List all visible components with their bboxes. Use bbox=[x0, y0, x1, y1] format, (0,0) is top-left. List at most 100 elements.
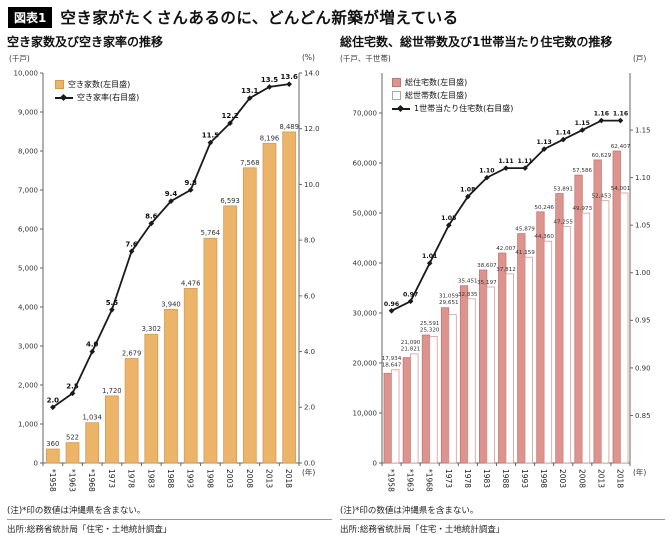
svg-text:42,007: 42,007 bbox=[496, 246, 516, 252]
svg-text:6,000: 6,000 bbox=[18, 225, 38, 233]
svg-text:70,000: 70,000 bbox=[353, 109, 378, 117]
svg-text:29,651: 29,651 bbox=[439, 300, 459, 306]
svg-text:13.6: 13.6 bbox=[281, 73, 298, 81]
svg-text:44,360: 44,360 bbox=[534, 234, 554, 240]
vacant-chart-canvas: 0 1,000 2,000 3,000 4,000 5,000 6,000 7,000 8,00… bbox=[14, 69, 320, 492]
svg-text:*1963: *1963 bbox=[406, 469, 415, 492]
vacant-x-axis-unit: (年) bbox=[302, 468, 316, 477]
vacant-chart-legend: 空き家数(左目盛) 空き家率(右目盛) bbox=[55, 79, 139, 105]
svg-text:35,197: 35,197 bbox=[477, 280, 497, 286]
svg-text:10,000: 10,000 bbox=[14, 69, 39, 77]
svg-text:0.90: 0.90 bbox=[635, 364, 651, 372]
bar-labels-total-dwellings: 17,934 21,090 25,591 31,059 35,451 38,607 42,0… bbox=[382, 144, 631, 362]
svg-text:7,000: 7,000 bbox=[18, 186, 38, 194]
svg-text:9.4: 9.4 bbox=[165, 190, 178, 198]
svg-text:*1968: *1968 bbox=[87, 469, 96, 492]
svg-text:25,591: 25,591 bbox=[420, 321, 440, 327]
svg-text:57,586: 57,586 bbox=[573, 168, 593, 174]
svg-text:0.0: 0.0 bbox=[304, 459, 315, 467]
legend-label-total-households: 総世帯数(左目盛) bbox=[405, 91, 468, 100]
legend-label-total-dwellings: 総住宅数(左目盛) bbox=[405, 78, 468, 87]
svg-text:1,034: 1,034 bbox=[82, 414, 101, 422]
page-title: 空き家がたくさんあるのに、どんどん新築が増えている bbox=[60, 9, 459, 27]
vacant-right-axis-unit: (%) bbox=[302, 53, 315, 62]
svg-text:10,000: 10,000 bbox=[353, 409, 378, 417]
bars-total-dwellings bbox=[383, 150, 621, 464]
svg-text:1.11: 1.11 bbox=[498, 158, 513, 165]
charts-container: 空き家数及び空き家率の推移 (千戸) (%) (年) 0 1,000 2,000 3,… bbox=[0, 31, 670, 535]
svg-text:53,891: 53,891 bbox=[553, 187, 573, 193]
housing-chart-legend: 総住宅数(左目盛) 総世帯数(左目盛) 1世帯当たり住宅数(右目盛) bbox=[392, 77, 513, 116]
svg-text:1.10: 1.10 bbox=[635, 174, 651, 182]
svg-text:9,000: 9,000 bbox=[18, 108, 38, 116]
svg-text:0.96: 0.96 bbox=[384, 301, 399, 308]
svg-text:2,000: 2,000 bbox=[18, 381, 38, 389]
svg-text:50,246: 50,246 bbox=[534, 205, 554, 211]
svg-text:1993: 1993 bbox=[520, 469, 529, 488]
svg-text:1.14: 1.14 bbox=[556, 130, 572, 137]
svg-text:1993: 1993 bbox=[186, 469, 195, 488]
figure-badge: 図表1 bbox=[8, 6, 53, 28]
svg-text:3,302: 3,302 bbox=[142, 325, 161, 333]
svg-text:2.0: 2.0 bbox=[47, 396, 60, 404]
vacant-left-axis-unit: (千戸) bbox=[9, 54, 30, 63]
svg-text:40,000: 40,000 bbox=[353, 259, 378, 267]
x-axis-ticks bbox=[381, 463, 631, 466]
svg-text:21,090: 21,090 bbox=[401, 340, 421, 346]
legend-item-vacant-count: 空き家数(左目盛) bbox=[55, 79, 139, 90]
svg-text:1.05: 1.05 bbox=[635, 222, 651, 230]
legend-item-total-households: 総世帯数(左目盛) bbox=[392, 90, 513, 101]
svg-text:54,001: 54,001 bbox=[611, 186, 631, 192]
svg-text:31,059: 31,059 bbox=[439, 294, 459, 300]
svg-text:1.01: 1.01 bbox=[422, 253, 437, 260]
housing-chart-canvas: 0 10,000 20,000 30,000 40,000 50,000 60,000 70,… bbox=[353, 73, 651, 492]
svg-text:37,812: 37,812 bbox=[496, 267, 516, 273]
svg-text:7.6: 7.6 bbox=[125, 240, 138, 248]
svg-text:2013: 2013 bbox=[596, 469, 605, 488]
svg-text:1.15: 1.15 bbox=[575, 120, 590, 127]
trend-labels: 0.960.971.011.051.081.101.11 1.111.131.14… bbox=[384, 111, 628, 308]
x-axis-ticks bbox=[42, 463, 300, 466]
x-axis-labels: *1958 *1963 *1968 1973 1978 1983 1988 1993 1998 2… bbox=[387, 469, 625, 492]
svg-text:2018: 2018 bbox=[616, 469, 625, 488]
svg-text:14.0: 14.0 bbox=[304, 69, 320, 77]
svg-text:18,647: 18,647 bbox=[382, 362, 402, 368]
svg-text:2003: 2003 bbox=[225, 469, 234, 488]
svg-text:1.16: 1.16 bbox=[613, 111, 628, 118]
svg-text:41,159: 41,159 bbox=[515, 250, 535, 256]
legend-label-vacant-count: 空き家数(左目盛) bbox=[68, 80, 131, 89]
bar-labels-total-households: 18,647 21,821 25,320 29,651 32,835 35,197 37,8… bbox=[382, 186, 631, 368]
svg-text:2.5: 2.5 bbox=[66, 382, 79, 390]
svg-text:2008: 2008 bbox=[245, 469, 254, 488]
trend-markers bbox=[50, 81, 292, 411]
housing-left-axis-unit: (千戸、千世帯) bbox=[340, 54, 391, 63]
svg-text:0.85: 0.85 bbox=[635, 412, 651, 420]
svg-text:38,607: 38,607 bbox=[477, 263, 497, 269]
svg-text:5.5: 5.5 bbox=[106, 299, 119, 307]
svg-text:2018: 2018 bbox=[284, 469, 293, 488]
svg-text:8.0: 8.0 bbox=[304, 237, 315, 245]
svg-text:5,000: 5,000 bbox=[18, 264, 38, 272]
svg-text:49,973: 49,973 bbox=[573, 206, 593, 212]
svg-text:1983: 1983 bbox=[146, 469, 155, 488]
svg-text:1978: 1978 bbox=[127, 469, 136, 488]
svg-text:1988: 1988 bbox=[166, 469, 175, 488]
svg-text:1973: 1973 bbox=[107, 469, 116, 488]
trend-labels: 2.0 2.5 4.0 5.5 7.6 8.6 9.4 9.8 11.5 12.2 13.113.5… bbox=[47, 73, 298, 404]
svg-text:*1963: *1963 bbox=[68, 469, 77, 492]
svg-text:2003: 2003 bbox=[558, 469, 567, 488]
svg-text:0: 0 bbox=[34, 459, 38, 467]
svg-text:4.0: 4.0 bbox=[304, 348, 315, 356]
vacant-chart-note: (注)*印の数値は沖縄県を含まない。 bbox=[7, 506, 146, 516]
svg-text:1998: 1998 bbox=[539, 469, 548, 488]
svg-text:522: 522 bbox=[66, 434, 79, 442]
legend-item-total-dwellings: 総住宅数(左目盛) bbox=[392, 77, 513, 88]
svg-text:2.0: 2.0 bbox=[304, 404, 315, 412]
svg-text:2,679: 2,679 bbox=[122, 350, 141, 358]
svg-text:13.1: 13.1 bbox=[241, 87, 258, 95]
svg-text:1988: 1988 bbox=[501, 469, 510, 488]
svg-text:0: 0 bbox=[373, 459, 377, 467]
legend-label-dwellings-per-household: 1世帯当たり住宅数(右目盛) bbox=[414, 104, 514, 113]
bars-total-households bbox=[391, 192, 629, 464]
svg-text:50,000: 50,000 bbox=[353, 209, 378, 217]
